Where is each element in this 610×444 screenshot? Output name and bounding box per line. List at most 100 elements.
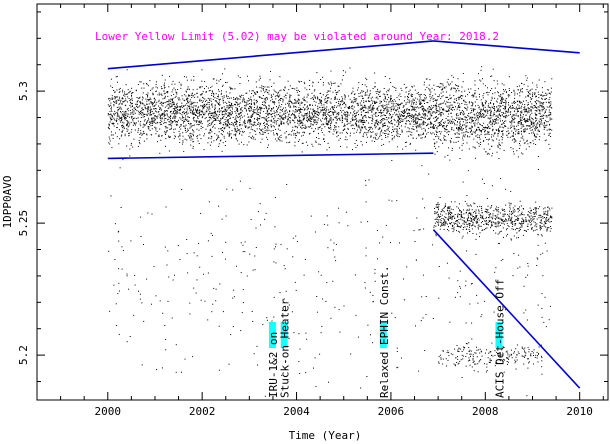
data-point	[443, 122, 444, 124]
data-point	[266, 106, 267, 108]
data-point	[217, 115, 219, 117]
data-point	[375, 112, 377, 113]
data-point	[347, 127, 349, 129]
data-point	[362, 118, 364, 119]
data-point	[114, 92, 116, 93]
data-point	[127, 113, 129, 115]
data-point	[443, 125, 445, 127]
data-point	[276, 95, 278, 97]
data-point	[321, 96, 323, 98]
data-point	[410, 115, 412, 117]
data-point	[151, 104, 153, 106]
data-point	[487, 106, 489, 108]
data-point	[119, 96, 121, 98]
data-point	[379, 102, 381, 104]
data-point	[315, 101, 317, 103]
data-point	[453, 141, 455, 143]
data-point	[508, 88, 510, 90]
data-point	[361, 122, 363, 124]
data-point	[212, 78, 214, 80]
data-point	[239, 96, 241, 98]
data-point	[224, 127, 226, 129]
data-point	[183, 121, 185, 123]
data-point	[215, 115, 217, 117]
data-point	[382, 118, 384, 120]
data-point	[358, 114, 359, 116]
data-point	[321, 110, 323, 112]
data-point	[201, 93, 203, 95]
data-point	[440, 98, 442, 100]
data-point	[322, 107, 324, 109]
data-point	[525, 110, 527, 112]
data-point	[478, 112, 480, 114]
data-point	[365, 77, 367, 79]
data-point	[352, 87, 354, 89]
data-point	[352, 116, 354, 118]
data-point	[413, 121, 415, 123]
data-point	[539, 101, 541, 103]
data-point	[145, 93, 147, 95]
data-point	[228, 135, 230, 137]
data-point	[330, 81, 332, 83]
data-point	[278, 124, 280, 126]
data-point	[508, 114, 510, 116]
data-point	[360, 130, 362, 132]
data-point	[331, 111, 333, 113]
data-point	[304, 108, 306, 110]
data-point	[285, 131, 287, 133]
data-point	[527, 104, 529, 105]
data-point	[218, 104, 220, 106]
data-point	[475, 96, 477, 98]
data-point	[404, 126, 406, 128]
data-point	[390, 99, 392, 100]
data-point	[189, 110, 191, 112]
data-point	[268, 90, 270, 92]
data-point	[221, 107, 223, 109]
data-point	[109, 116, 111, 118]
data-point	[439, 109, 441, 111]
data-point	[536, 125, 538, 127]
data-point	[531, 103, 533, 105]
data-point	[409, 100, 411, 102]
data-point	[267, 126, 268, 128]
data-point	[487, 131, 488, 133]
data-point	[210, 138, 212, 140]
data-point	[239, 130, 241, 132]
data-point	[514, 94, 516, 96]
data-point	[128, 98, 130, 99]
data-point	[292, 103, 294, 105]
data-point	[368, 116, 369, 118]
data-point	[199, 114, 201, 116]
data-point	[362, 116, 364, 118]
data-point	[486, 127, 488, 129]
data-point	[325, 118, 327, 120]
data-point	[449, 98, 451, 100]
data-point	[330, 98, 332, 100]
data-point	[372, 118, 374, 120]
data-point	[136, 110, 138, 112]
data-point	[189, 127, 191, 129]
data-point	[147, 106, 149, 108]
data-point	[237, 140, 239, 142]
data-point	[298, 132, 300, 134]
data-point	[110, 134, 112, 136]
data-point	[419, 94, 421, 96]
data-point	[123, 128, 125, 129]
data-point	[428, 110, 430, 112]
data-point	[440, 111, 442, 113]
data-point	[545, 95, 547, 96]
data-point	[401, 90, 403, 92]
data-point	[323, 109, 325, 111]
data-point	[360, 120, 362, 122]
data-point	[431, 126, 433, 128]
data-point	[459, 158, 461, 159]
data-point	[147, 110, 149, 112]
data-point	[159, 117, 161, 118]
data-point	[351, 106, 353, 108]
data-point	[339, 137, 341, 139]
data-point	[431, 96, 433, 98]
data-point	[366, 89, 368, 91]
data-point	[281, 123, 283, 125]
data-point	[480, 110, 482, 112]
data-point	[299, 110, 301, 112]
